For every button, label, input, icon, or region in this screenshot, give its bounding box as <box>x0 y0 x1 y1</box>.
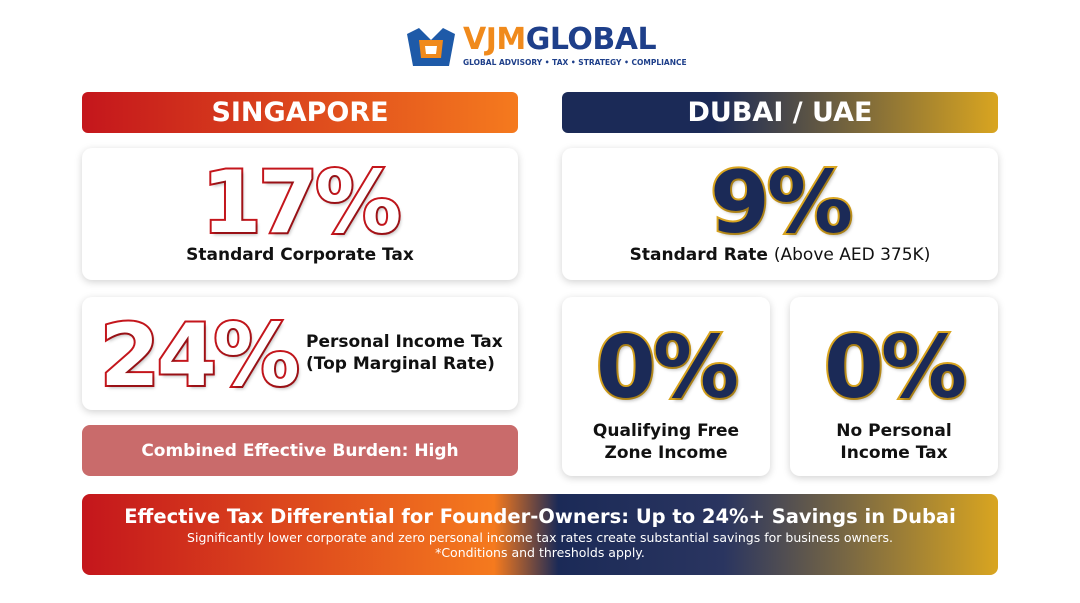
tagline: GLOBAL ADVISORY • TAX • STRATEGY • COMPL… <box>463 58 687 67</box>
body: Significantly lower corporate and zero p… <box>187 530 893 545</box>
headline: Effective Tax Differential for Founder-O… <box>124 505 956 528</box>
label-2: Zone Income <box>604 443 728 463</box>
corporate-card: 17% Standard Corporate Tax <box>82 148 518 280</box>
logo: VJMGLOBAL GLOBAL ADVISORY • TAX • STRATE… <box>405 22 687 71</box>
burden: Combined Effective Burden: High <box>82 425 518 476</box>
label-1: Qualifying Free <box>592 421 740 441</box>
brand-b: GLOBAL <box>525 22 657 57</box>
label: Standard Corporate Tax <box>186 245 414 265</box>
rate: 9% <box>708 153 855 253</box>
label: Standard Rate <box>629 245 768 265</box>
label-note: (Above AED 375K) <box>773 245 931 265</box>
rate: 0% <box>822 318 969 418</box>
note: *Conditions and thresholds apply. <box>435 545 645 560</box>
free-zone-card: 0% Qualifying Free Zone Income <box>562 297 770 476</box>
label-2: Income Tax <box>840 443 948 463</box>
label-1: Personal Income Tax <box>306 332 503 352</box>
personal-card: 0% No Personal Income Tax <box>790 297 998 476</box>
label-2: (Top Marginal Rate) <box>306 354 495 374</box>
logo-icon <box>407 28 455 66</box>
rate: 24% <box>98 306 302 406</box>
brand-a: VJM <box>463 22 526 57</box>
standard-card: 9% Standard Rate (Above AED 375K) <box>562 148 998 280</box>
label-1: No Personal <box>836 421 952 441</box>
personal-card: 24% Personal Income Tax (Top Marginal Ra… <box>82 297 518 410</box>
rate: 17% <box>200 153 404 253</box>
footer: Effective Tax Differential for Founder-O… <box>82 494 998 575</box>
singapore-header: SINGAPORE <box>82 92 518 133</box>
dubai-header: DUBAI / UAE <box>562 92 998 133</box>
rate: 0% <box>594 318 741 418</box>
